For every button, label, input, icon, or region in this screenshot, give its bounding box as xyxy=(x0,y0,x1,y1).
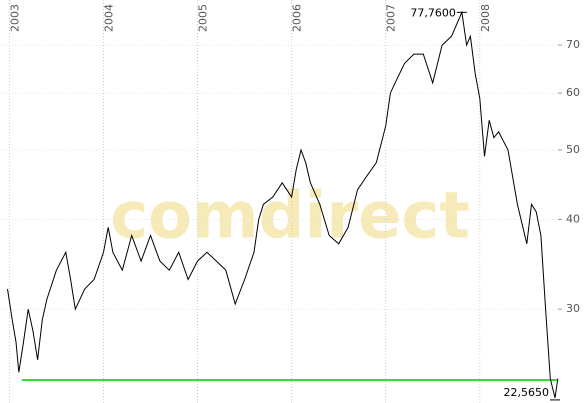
x-tick-label: 2007 xyxy=(385,4,398,32)
y-tick-label: 70 xyxy=(566,38,580,51)
x-tick-label: 2005 xyxy=(197,4,210,32)
price-line xyxy=(7,10,559,399)
y-tick-label: 40 xyxy=(566,213,580,226)
x-tick-label: 2003 xyxy=(8,4,21,32)
x-tick-label: 2008 xyxy=(479,4,492,32)
y-tick-label: 50 xyxy=(566,143,580,156)
y-tick-label: 60 xyxy=(566,86,580,99)
watermark: comdirect xyxy=(110,180,470,254)
annotation-label: 22,5650 xyxy=(504,386,550,399)
x-tick-label: 2006 xyxy=(291,4,304,32)
x-tick-label: 2004 xyxy=(102,4,115,32)
annotation-label: 77,7600 xyxy=(410,6,456,19)
y-tick-label: 30 xyxy=(566,302,580,315)
